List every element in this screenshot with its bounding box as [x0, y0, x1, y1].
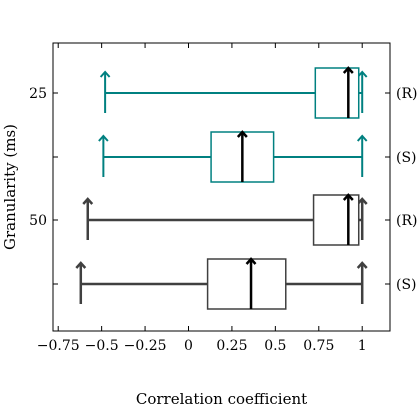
x-tick-label: 0.75	[303, 338, 334, 354]
x-axis-label: Correlation coefficient	[136, 390, 307, 408]
arrow-head	[98, 134, 109, 142]
arrow-head	[75, 261, 87, 269]
box-0: (R)	[99, 66, 417, 119]
arrow-head	[99, 70, 111, 78]
box-2: (R)	[82, 193, 417, 246]
x-tick-label: −0.5	[85, 338, 119, 354]
arrow-head	[342, 66, 354, 74]
x-tick-label: 0.25	[216, 338, 247, 354]
arrow-head	[82, 197, 94, 205]
iqr-box	[312, 194, 360, 246]
box-1: (S)	[98, 130, 417, 183]
boxes-layer: (R) (S) (R) (S)	[75, 66, 417, 310]
arrow-head	[236, 130, 248, 138]
x-tick-label: 0.5	[264, 338, 286, 354]
series-tag: (R)	[396, 213, 417, 229]
y-tick-label: 50	[29, 213, 47, 229]
arrow-head	[356, 261, 368, 269]
box-3: (S)	[75, 257, 417, 310]
y-axis-label: Granularity (ms)	[1, 124, 19, 250]
x-tick-label: −0.25	[124, 338, 167, 354]
series-tag: (S)	[396, 150, 417, 166]
x-tick-label: −0.75	[37, 338, 80, 354]
arrow-head	[356, 134, 368, 142]
series-tag: (R)	[396, 86, 417, 102]
y-tick-label: 25	[29, 86, 47, 102]
series-tag: (S)	[396, 277, 417, 293]
arrow-head	[245, 257, 257, 265]
x-tick-label: 0	[184, 338, 193, 354]
iqr-box	[314, 67, 360, 119]
plot-frame	[52, 42, 391, 332]
x-tick-label: 1	[358, 338, 367, 354]
iqr-box	[206, 258, 287, 310]
arrow-head	[342, 193, 354, 201]
ticks-layer: −0.75 −0.5 −0.25 0 0.25 0.5 0.75 1 25 50	[29, 43, 390, 354]
